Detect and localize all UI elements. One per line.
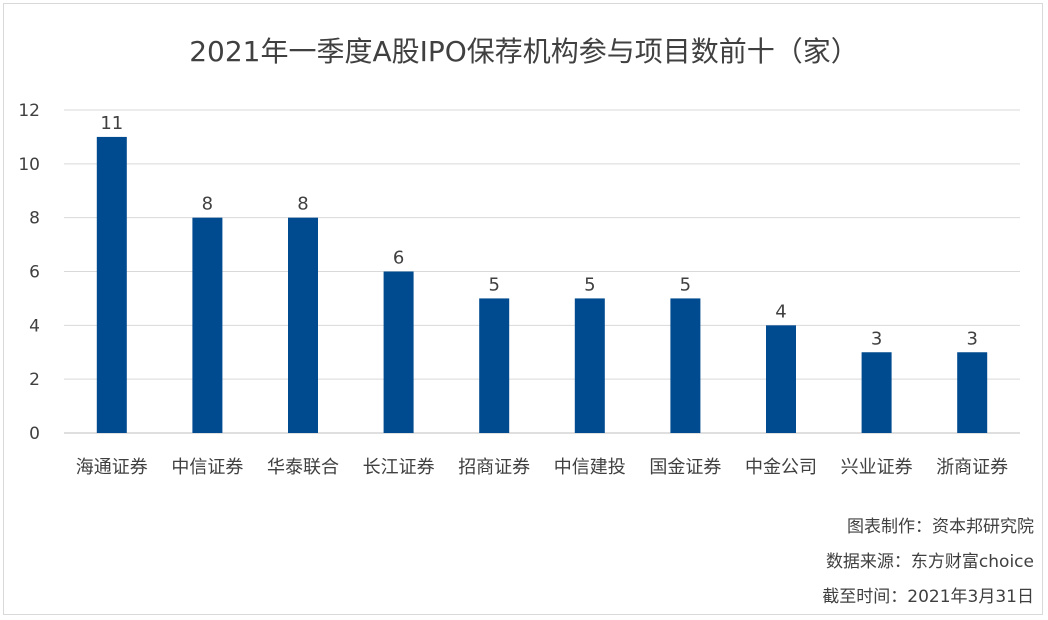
x-tick-label: 国金证券: [649, 457, 721, 478]
bar: [861, 352, 892, 433]
data-label: 6: [393, 248, 404, 269]
y-tick-label: 6: [29, 263, 40, 283]
chart-frame: [3, 3, 1043, 615]
bar: [957, 352, 988, 433]
y-tick-label: 0: [29, 424, 40, 444]
y-tick-label: 4: [29, 316, 40, 336]
y-tick-label: 10: [18, 155, 40, 175]
bar: [670, 298, 701, 433]
y-tick-label: 12: [18, 101, 40, 121]
bar: [479, 298, 510, 433]
chart-maker-note: 图表制作：资本邦研究院: [847, 517, 1034, 537]
x-tick-label: 中信建投: [554, 457, 626, 478]
x-tick-label: 中信证券: [171, 457, 243, 478]
x-tick-label: 长江证券: [363, 457, 435, 478]
data-label: 5: [680, 274, 691, 295]
data-label: 3: [966, 328, 977, 349]
bar: [192, 217, 223, 433]
data-label: 4: [775, 301, 786, 322]
data-label: 8: [297, 194, 308, 215]
data-source-note: 数据来源：东方财富choice: [825, 552, 1034, 572]
bar: [383, 271, 414, 433]
bar: [574, 298, 605, 433]
x-tick-label: 华泰联合: [267, 457, 339, 478]
x-tick-label: 浙商证券: [936, 457, 1008, 478]
x-tick-label: 招商证券: [458, 457, 530, 478]
chart-title: 2021年一季度A股IPO保荐机构参与项目数前十（家）: [189, 35, 859, 68]
y-tick-label: 8: [29, 209, 40, 229]
cutoff-date-note: 截至时间：2021年3月31日: [822, 587, 1034, 607]
bar: [96, 136, 127, 433]
bar: [288, 217, 318, 433]
data-label: 11: [100, 113, 123, 134]
data-label: 8: [202, 194, 213, 215]
bar: [766, 325, 796, 433]
data-label: 5: [584, 274, 595, 295]
x-tick-label: 中金公司: [745, 457, 817, 478]
x-tick-label: 兴业证券: [841, 457, 913, 478]
data-label: 5: [488, 274, 499, 295]
x-tick-label: 海通证券: [76, 457, 148, 478]
y-tick-label: 2: [29, 370, 40, 390]
data-label: 3: [871, 328, 882, 349]
